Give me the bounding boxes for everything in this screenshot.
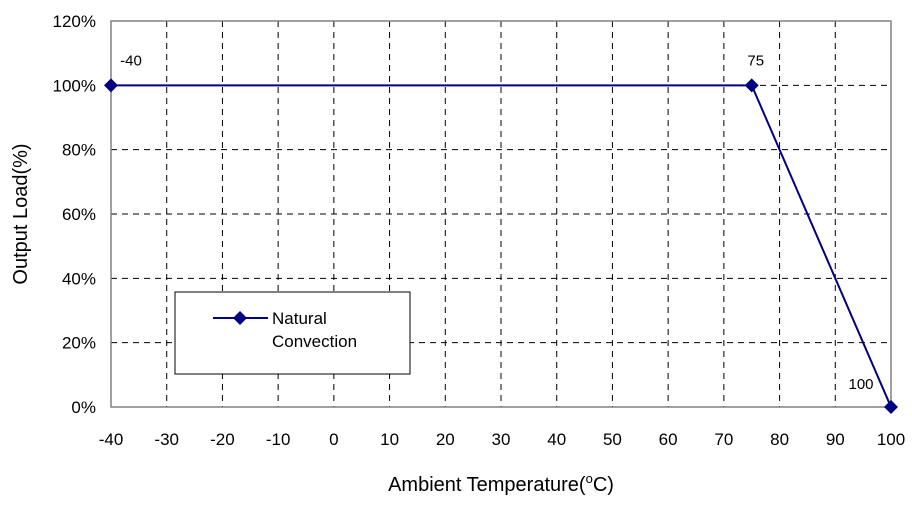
x-tick-label: 0 xyxy=(329,430,338,449)
x-tick-label: -20 xyxy=(210,430,235,449)
y-axis-tick-labels: 0% 20% 40% 60% 80% 100% 120% xyxy=(53,12,96,417)
y-tick-label: 20% xyxy=(62,334,96,353)
point-annotation: -40 xyxy=(120,52,142,69)
point-annotation: 100 xyxy=(848,376,873,393)
data-point-marker xyxy=(884,400,898,414)
y-tick-label: 60% xyxy=(62,205,96,224)
y-tick-label: 40% xyxy=(62,269,96,288)
x-axis-tick-labels: -40 -30 -20 -10 0 10 20 30 40 50 60 70 80 90 100 xyxy=(99,430,905,449)
x-axis-label-main: Ambient Temperature( xyxy=(388,474,586,496)
legend-label-line-2: Convection xyxy=(272,332,357,351)
y-axis-label: Output Load(%) xyxy=(10,143,32,284)
legend-box xyxy=(174,291,411,375)
legend-label-line-1: Natural xyxy=(272,309,327,328)
x-tick-label: 10 xyxy=(380,430,399,449)
x-tick-label: 80 xyxy=(770,430,789,449)
legend-diamond-marker xyxy=(233,311,247,325)
x-axis-label: Ambient Temperature(oC) xyxy=(388,471,614,496)
x-tick-label: 70 xyxy=(714,430,733,449)
x-tick-label: -30 xyxy=(154,430,179,449)
x-tick-label: 30 xyxy=(492,430,511,449)
x-tick-label: -40 xyxy=(99,430,124,449)
x-tick-label: 20 xyxy=(436,430,455,449)
data-point-marker xyxy=(104,78,118,93)
x-tick-label: 50 xyxy=(603,430,622,449)
x-tick-label: 90 xyxy=(826,430,845,449)
annotations: -40 75 100 xyxy=(120,52,873,393)
x-tick-label: 60 xyxy=(659,430,678,449)
x-tick-label: 100 xyxy=(877,430,905,449)
x-axis-label-superscript: o xyxy=(586,471,593,486)
x-tick-label: 40 xyxy=(547,430,566,449)
grid xyxy=(111,21,891,407)
series-layer xyxy=(104,78,898,414)
y-tick-label: 120% xyxy=(53,12,96,31)
legend: Natural Convection xyxy=(174,291,411,375)
x-axis-label-unit: C) xyxy=(593,474,614,496)
point-annotation: 75 xyxy=(747,52,764,69)
y-tick-label: 100% xyxy=(53,76,96,95)
y-tick-label: 0% xyxy=(71,398,96,417)
x-tick-label: -10 xyxy=(266,430,291,449)
y-tick-label: 80% xyxy=(62,141,96,160)
plot-area-frame xyxy=(110,20,892,408)
data-point-marker xyxy=(744,78,759,93)
